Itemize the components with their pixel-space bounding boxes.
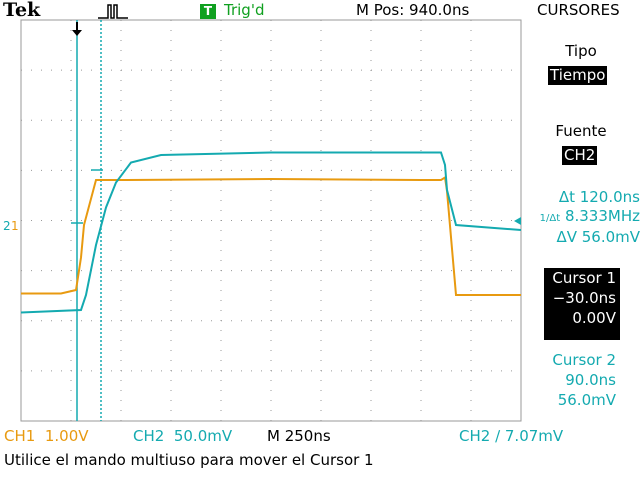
trigger-source-level: CH2 ∕ 7.07mV: [459, 427, 564, 445]
delta-t-readout: Δt 120.0ns: [558, 188, 640, 206]
cursor1-label: Cursor 1: [552, 269, 616, 287]
ch2-scale: CH2 50.0mV: [133, 427, 233, 445]
timebase-scale: M 250ns: [267, 427, 331, 445]
trigger-position-marker: [72, 30, 82, 36]
inverse-delta-t-symbol: 1/Δt: [539, 213, 561, 224]
inverse-delta-t-readout: 1/Δt 8.333MHz: [522, 207, 640, 228]
cursor-readouts: Δt 120.0ns 1/Δt 8.333MHz ΔV 56.0mV: [522, 188, 640, 247]
cursor2-time: 90.0ns: [565, 371, 616, 389]
top-status-bar: Tek T Trig'd M Pos: 940.0ns CURSORES: [0, 0, 640, 22]
help-message: Utilice el mando multiuso para mover el …: [4, 451, 374, 469]
fuente-label: Fuente: [555, 122, 607, 140]
cursor1-selected-button[interactable]: Cursor 1 −30.0ns 0.00V: [544, 268, 620, 340]
cursor2-button[interactable]: Cursor 2 90.0ns 56.0mV: [530, 350, 616, 410]
ch1-trace: [21, 175, 521, 296]
trigger-badge: T: [200, 4, 216, 19]
horizontal-position: M Pos: 940.0ns: [356, 1, 470, 19]
tipo-value-button[interactable]: Tiempo: [548, 66, 608, 85]
trigger-status: Trig'd: [224, 1, 265, 19]
fuente-value-button[interactable]: CH2: [562, 146, 598, 165]
ch2-trigger-level-marker: [514, 217, 521, 225]
delta-v-readout: ΔV 56.0mV: [556, 228, 640, 246]
ch2-trace: [20, 151, 522, 314]
pulse-trigger-icon: [98, 4, 128, 19]
ch2-ground-marker: 2: [3, 219, 11, 233]
cursor1-time: −30.0ns: [552, 289, 616, 307]
tipo-label: Tipo: [565, 42, 597, 60]
channel-status-bar: CH1 1.00V CH2 50.0mV M 250ns CH2 ∕ 7.07m…: [0, 427, 640, 447]
cursor1-value: 0.00V: [572, 309, 616, 327]
ch1-scale: CH1 1.00V: [4, 427, 89, 445]
graticule: [20, 19, 522, 422]
cursor2-label: Cursor 2: [552, 351, 616, 369]
cursor2-value: 56.0mV: [557, 391, 616, 409]
brand-logo: Tek: [3, 0, 41, 21]
inverse-delta-t-value: 8.333MHz: [564, 207, 640, 225]
ch1-ground-marker: 1: [11, 219, 19, 233]
menu-title: CURSORES: [537, 1, 620, 19]
